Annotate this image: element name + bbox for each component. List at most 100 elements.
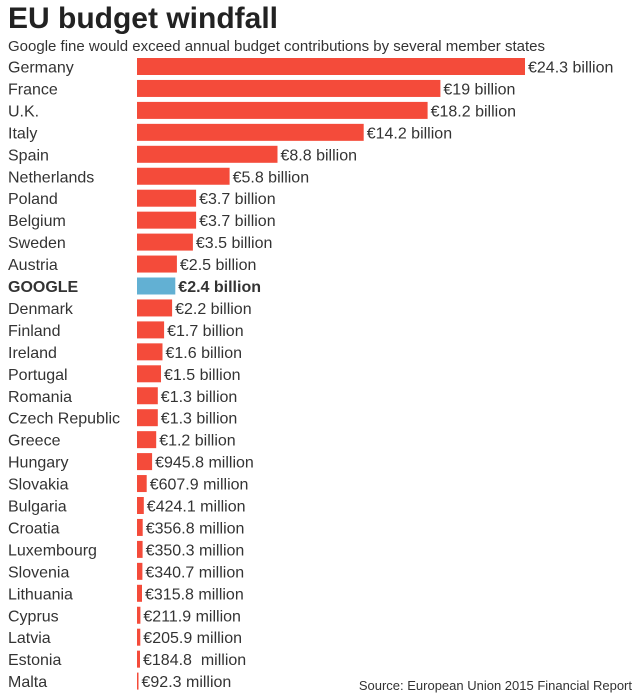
bar-row-austria: Austria €2.5 billion (8, 255, 257, 274)
bar-malta (137, 672, 139, 690)
category-label-portugal: Portugal (8, 367, 68, 384)
bar-netherlands (137, 167, 230, 185)
value-label-netherlands: €5.8 billion (233, 169, 310, 186)
bar-luxembourg (137, 540, 143, 558)
bar-row-italy: Italy €14.2 billion (8, 123, 452, 142)
value-label-portugal: €1.5 billion (164, 367, 241, 384)
category-label-netherlands: Netherlands (8, 169, 94, 186)
bar-cyprus (137, 606, 141, 624)
category-label-austria: Austria (8, 257, 58, 274)
bar-germany (137, 58, 525, 75)
bar-row-lithuania: Lithuania €315.8 million (8, 584, 244, 603)
value-label-sweden: €3.5 billion (196, 235, 273, 252)
bar-row-czech-republic: Czech Republic €1.3 billion (8, 409, 237, 428)
bar-bulgaria (137, 497, 144, 514)
bar-romania (137, 387, 158, 405)
bar-finland (137, 321, 165, 339)
category-label-malta: Malta (8, 674, 47, 691)
category-label-france: France (8, 81, 58, 98)
bar-row-belgium: Belgium €3.7 billion (8, 211, 276, 230)
bar-row-u-k: U.K. €18.2 billion (8, 101, 516, 120)
category-label-u-k: U.K. (8, 103, 39, 120)
category-label-estonia: Estonia (8, 652, 61, 669)
category-label-croatia: Croatia (8, 520, 60, 537)
value-label-croatia: €356.8 million (146, 520, 245, 537)
category-label-sweden: Sweden (8, 235, 66, 252)
category-label-slovakia: Slovakia (8, 477, 69, 494)
value-label-latvia: €205.9 million (143, 630, 242, 647)
category-label-italy: Italy (8, 125, 37, 142)
category-label-czech-republic: Czech Republic (8, 411, 120, 428)
bar-row-ireland: Ireland €1.6 billion (8, 343, 242, 362)
category-label-hungary: Hungary (8, 455, 68, 472)
bar-row-croatia: Croatia €356.8 million (8, 518, 245, 537)
chart-source: Source: European Union 2015 Financial Re… (358, 678, 632, 693)
category-label-denmark: Denmark (8, 301, 74, 318)
category-label-poland: Poland (8, 191, 58, 208)
value-label-czech-republic: €1.3 billion (161, 411, 238, 428)
bar-row-portugal: Portugal €1.5 billion (8, 365, 241, 384)
value-label-italy: €14.2 billion (367, 125, 452, 142)
value-label-bulgaria: €424.1 million (147, 499, 246, 516)
category-label-germany: Germany (8, 60, 74, 77)
category-label-romania: Romania (8, 389, 72, 406)
bar-slovenia (137, 562, 143, 580)
value-label-spain: €8.8 billion (281, 147, 358, 164)
category-label-greece: Greece (8, 433, 61, 450)
bar-sweden (137, 233, 193, 251)
bar-france (137, 79, 441, 97)
value-label-finland: €1.7 billion (167, 323, 244, 340)
value-label-slovakia: €607.9 million (150, 477, 249, 494)
bar-ireland (137, 343, 163, 361)
bar-row-google: GOOGLE €2.4 billion (8, 277, 261, 296)
value-label-estonia: €184.8 million (143, 652, 246, 669)
category-label-lithuania: Lithuania (8, 586, 73, 603)
bar-row-france: France €19 billion (8, 79, 515, 98)
category-label-slovenia: Slovenia (8, 564, 69, 581)
bar-latvia (137, 628, 141, 646)
value-label-slovenia: €340.7 million (145, 564, 244, 581)
bar-row-finland: Finland €1.7 billion (8, 321, 244, 340)
bar-row-slovenia: Slovenia €340.7 million (8, 562, 244, 581)
bar-austria (137, 255, 177, 273)
bar-row-poland: Poland €3.7 billion (8, 189, 276, 208)
bar-estonia (137, 650, 140, 668)
bar-row-latvia: Latvia €205.9 million (8, 628, 242, 647)
value-label-malta: €92.3 million (142, 674, 232, 691)
bar-czech-republic (137, 409, 158, 427)
category-label-ireland: Ireland (8, 345, 57, 362)
bar-row-bulgaria: Bulgaria €424.1 million (8, 497, 246, 516)
bar-row-luxembourg: Luxembourg €350.3 million (8, 540, 245, 559)
bar-u-k (137, 101, 428, 119)
value-label-lithuania: €315.8 million (145, 586, 244, 603)
value-label-france: €19 billion (443, 81, 515, 98)
category-label-latvia: Latvia (8, 630, 51, 647)
value-label-cyprus: €211.9 million (143, 608, 241, 625)
bar-row-estonia: Estonia €184.8 million (8, 650, 246, 669)
category-label-spain: Spain (8, 147, 49, 164)
value-label-austria: €2.5 billion (180, 257, 257, 274)
bar-poland (137, 189, 197, 207)
bar-denmark (137, 299, 173, 317)
bar-slovakia (137, 475, 147, 493)
bar-lithuania (137, 584, 142, 602)
bar-row-netherlands: Netherlands €5.8 billion (8, 167, 310, 186)
bar-row-spain: Spain €8.8 billion (8, 145, 358, 164)
chart-title: EU budget windfall (8, 2, 278, 35)
bar-croatia (137, 518, 143, 536)
bar-row-malta: Malta €92.3 million (8, 672, 232, 691)
value-label-romania: €1.3 billion (161, 389, 238, 406)
value-label-luxembourg: €350.3 million (146, 542, 245, 559)
bar-hungary (137, 453, 153, 471)
value-label-google: €2.4 billion (178, 279, 261, 296)
bar-belgium (137, 211, 197, 229)
value-label-hungary: €945.8 million (155, 455, 254, 472)
value-label-greece: €1.2 billion (159, 433, 236, 450)
value-label-ireland: €1.6 billion (166, 345, 243, 362)
value-label-u-k: €18.2 billion (431, 103, 516, 120)
category-label-luxembourg: Luxembourg (8, 542, 97, 559)
category-label-google: GOOGLE (8, 279, 79, 296)
value-label-denmark: €2.2 billion (175, 301, 252, 318)
bar-row-denmark: Denmark €2.2 billion (8, 299, 252, 318)
